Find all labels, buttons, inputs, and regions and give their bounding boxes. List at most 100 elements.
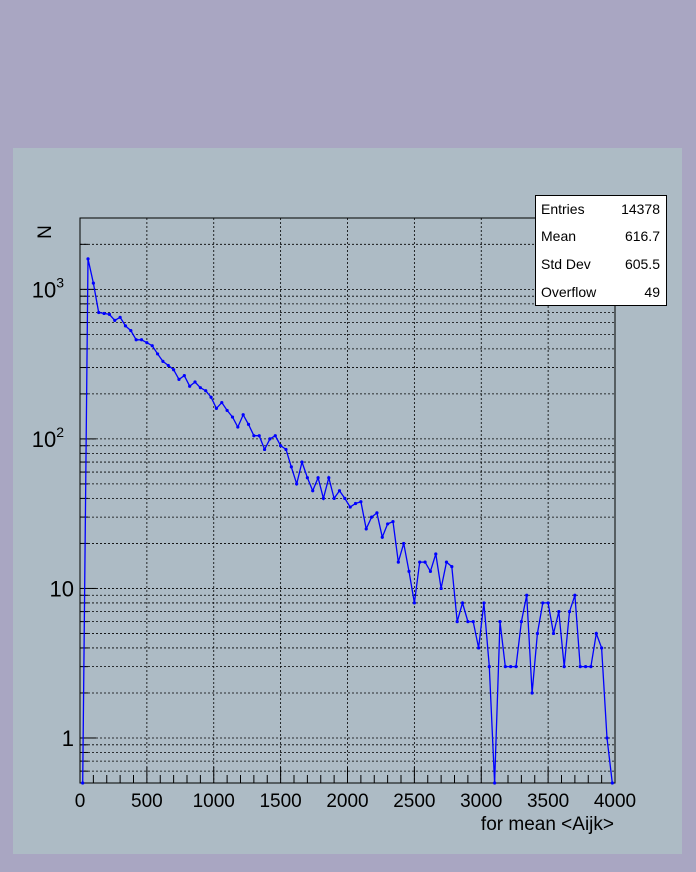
data-point bbox=[359, 500, 363, 504]
data-point bbox=[86, 257, 90, 261]
data-point bbox=[311, 489, 315, 493]
x-axis-label: for mean <Aijk> bbox=[481, 814, 614, 835]
data-point bbox=[509, 665, 513, 669]
data-point bbox=[386, 522, 390, 526]
data-point bbox=[353, 501, 358, 506]
stats-label: Entries bbox=[541, 201, 585, 217]
y-tick-label: 103 bbox=[32, 274, 64, 302]
stats-row-entries: Entries 14378 bbox=[541, 196, 660, 223]
stats-row-std-dev: Std Dev 605.5 bbox=[541, 251, 660, 278]
data-point bbox=[91, 281, 95, 285]
stats-value: 14378 bbox=[621, 201, 660, 217]
data-point bbox=[476, 646, 481, 650]
data-point bbox=[498, 620, 502, 624]
y-tick-label: 1 bbox=[62, 726, 74, 751]
data-point bbox=[343, 496, 347, 501]
stats-value: 49 bbox=[644, 284, 660, 300]
y-tick-exponent: 3 bbox=[56, 274, 64, 290]
data-point bbox=[551, 631, 556, 636]
data-point bbox=[295, 482, 299, 486]
data-point bbox=[118, 315, 122, 319]
data-point bbox=[209, 395, 213, 399]
data-point bbox=[220, 400, 224, 405]
data-point bbox=[460, 601, 465, 605]
data-point bbox=[172, 368, 176, 372]
y-tick-labels: 1 10 102 103 bbox=[32, 274, 74, 751]
data-point bbox=[493, 781, 497, 785]
data-point bbox=[391, 519, 395, 524]
data-point bbox=[519, 620, 523, 624]
data-point bbox=[273, 434, 277, 438]
data-point bbox=[567, 610, 572, 614]
data-point bbox=[589, 665, 593, 669]
data-point bbox=[262, 447, 267, 452]
data-point bbox=[428, 569, 433, 573]
data-point bbox=[600, 646, 604, 650]
data-point bbox=[402, 541, 406, 546]
stats-value: 616.7 bbox=[624, 228, 660, 244]
data-point bbox=[257, 434, 261, 438]
data-point bbox=[225, 408, 229, 413]
x-tick-label: 3500 bbox=[527, 791, 569, 812]
data-point bbox=[284, 447, 288, 452]
y-tick-label: 102 bbox=[32, 424, 64, 452]
data-point bbox=[487, 665, 491, 669]
y-tick-label: 10 bbox=[50, 576, 74, 601]
x-tick-label: 1500 bbox=[259, 791, 301, 812]
data-point bbox=[155, 352, 160, 356]
data-point bbox=[364, 527, 368, 531]
data-point bbox=[279, 444, 283, 448]
data-point bbox=[375, 511, 379, 515]
grid-lines bbox=[80, 218, 615, 783]
data-point bbox=[562, 665, 566, 669]
data-point bbox=[193, 380, 197, 384]
data-point bbox=[305, 476, 309, 480]
data-point bbox=[102, 311, 106, 316]
data-point bbox=[139, 338, 144, 342]
x-tick-label: 500 bbox=[131, 791, 163, 812]
data-point bbox=[300, 460, 304, 464]
data-point bbox=[161, 359, 165, 363]
data-point bbox=[97, 310, 101, 315]
data-point bbox=[369, 515, 374, 519]
data-point bbox=[252, 434, 256, 438]
data-point bbox=[198, 386, 202, 390]
data-point bbox=[418, 560, 422, 564]
stats-row-overflow: Overflow 49 bbox=[541, 279, 660, 306]
x-tick-label: 4000 bbox=[594, 791, 636, 812]
x-tick-label: 1000 bbox=[193, 791, 235, 812]
x-tick-label: 3000 bbox=[460, 791, 502, 812]
data-point bbox=[396, 560, 400, 564]
data-point bbox=[246, 422, 251, 427]
stats-row-mean: Mean 616.7 bbox=[541, 223, 660, 250]
data-point bbox=[327, 476, 331, 480]
data-point bbox=[583, 665, 588, 669]
series-group bbox=[81, 257, 614, 785]
data-point bbox=[557, 610, 561, 614]
data-point bbox=[578, 665, 582, 669]
data-point bbox=[337, 489, 342, 493]
data-point bbox=[482, 601, 486, 605]
x-tick-label: 2000 bbox=[326, 791, 368, 812]
x-tick-labels: 0 500 1000 1500 2000 2500 3000 3500 4000 bbox=[75, 791, 636, 812]
data-point bbox=[188, 384, 192, 388]
data-point bbox=[166, 363, 170, 368]
data-point bbox=[594, 631, 598, 636]
data-point bbox=[145, 341, 149, 345]
data-point bbox=[439, 586, 443, 591]
stats-label: Overflow bbox=[541, 284, 597, 300]
data-point bbox=[134, 338, 138, 342]
data-point bbox=[236, 425, 240, 429]
data-point bbox=[107, 312, 112, 316]
data-point bbox=[525, 593, 529, 597]
data-point bbox=[332, 496, 336, 501]
data-point bbox=[434, 552, 438, 556]
data-point bbox=[123, 324, 128, 328]
data-point bbox=[241, 413, 245, 417]
data-point bbox=[230, 415, 235, 419]
data-point bbox=[444, 560, 449, 564]
data-point bbox=[535, 631, 540, 636]
data-point bbox=[541, 601, 545, 605]
data-point bbox=[407, 569, 411, 573]
